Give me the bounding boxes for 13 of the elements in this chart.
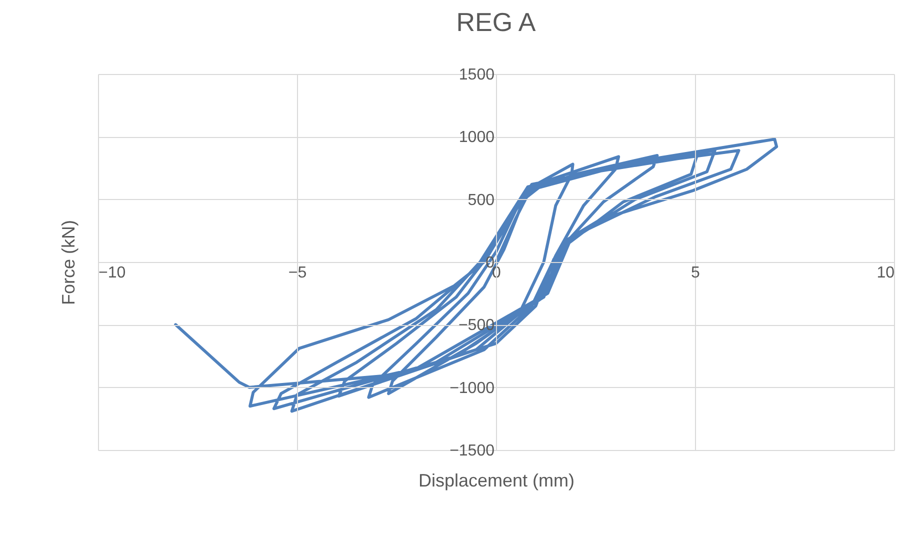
y-tick-label: 1500 — [458, 66, 495, 84]
x-tick-label: −5 — [288, 264, 307, 282]
y-tick-label: 500 — [468, 192, 495, 209]
x-tick-label: 5 — [691, 264, 700, 282]
x-axis-title: Displacement (mm) — [418, 470, 575, 490]
y-tick-label: 1000 — [458, 129, 495, 146]
y-tick-label: −500 — [458, 317, 495, 334]
x-tick-label: 10 — [876, 264, 895, 282]
x-tick-label: −10 — [98, 264, 126, 282]
chart-title: REG A — [456, 7, 536, 37]
y-tick-label: −1000 — [450, 380, 495, 397]
y-axis-title: Force (kN) — [58, 220, 78, 305]
y-tick-label: −1500 — [450, 442, 495, 460]
